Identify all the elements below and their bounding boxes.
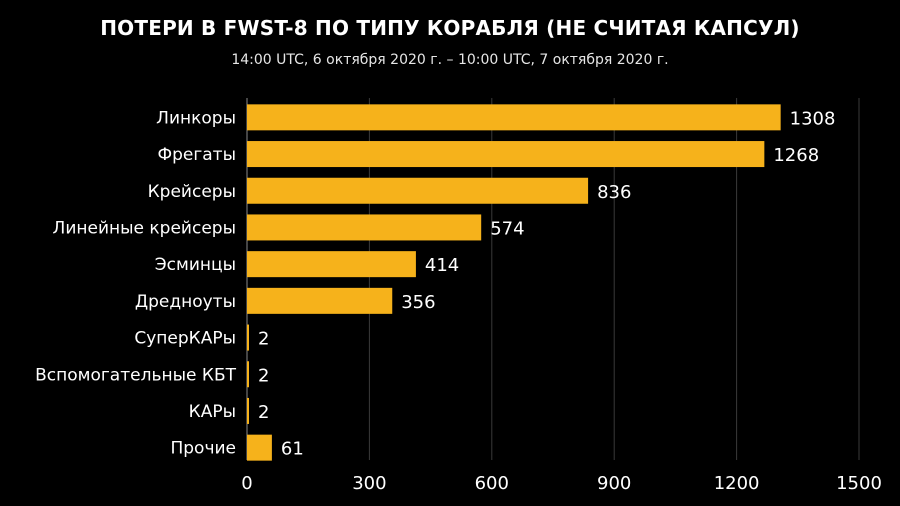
chart-subtitle: 14:00 UTC, 6 октября 2020 г. – 10:00 UTC… (231, 52, 669, 68)
value-label: 1308 (790, 108, 836, 129)
category-label: Дредноуты (135, 292, 236, 312)
value-label: 61 (281, 439, 304, 460)
value-label: 2 (258, 365, 269, 386)
bar-3 (247, 214, 482, 241)
category-label: Линкоры (156, 108, 236, 128)
bar-7 (247, 361, 249, 388)
bar-1 (247, 141, 765, 168)
bar-4 (247, 251, 416, 278)
x-tick-label: 900 (597, 473, 631, 494)
x-tick-label: 0 (241, 473, 252, 494)
category-label: Линейные крейсеры (53, 218, 236, 238)
category-labels: Линкоры Фрегаты Крейсеры Линейные крейсеры Э… (35, 108, 236, 458)
x-axis-ticks: 0 300 600 900 1200 1500 (241, 473, 882, 494)
x-tick-label: 600 (475, 473, 509, 494)
x-tick-label: 300 (352, 473, 386, 494)
bar-9 (247, 434, 272, 461)
bars (247, 104, 781, 461)
bar-5 (247, 287, 393, 314)
value-label: 1268 (773, 145, 819, 166)
category-label: Эсминцы (155, 255, 236, 275)
bar-2 (247, 177, 589, 204)
value-label: 414 (425, 255, 459, 276)
category-label: Фрегаты (157, 145, 236, 165)
value-label: 574 (490, 218, 524, 239)
x-tick-label: 1200 (714, 473, 760, 494)
bar-0 (247, 104, 781, 131)
value-labels: 1308 1268 836 574 414 356 2 2 2 61 (258, 108, 835, 459)
chart-title: ПОТЕРИ В FWST-8 ПО ТИПУ КОРАБЛЯ (НЕ СЧИТ… (100, 16, 800, 40)
category-label: Прочие (170, 439, 236, 459)
bar-6 (247, 324, 249, 351)
value-label: 2 (258, 329, 269, 350)
category-label: Вспомогательные КБТ (35, 365, 236, 385)
category-label: СуперКАРы (134, 329, 236, 349)
bar-8 (247, 397, 249, 424)
value-label: 356 (401, 292, 435, 313)
category-label: КАРы (189, 402, 236, 422)
value-label: 2 (258, 402, 269, 423)
category-label: Крейсеры (148, 182, 236, 202)
x-tick-label: 1500 (836, 473, 882, 494)
value-label: 836 (597, 182, 631, 203)
